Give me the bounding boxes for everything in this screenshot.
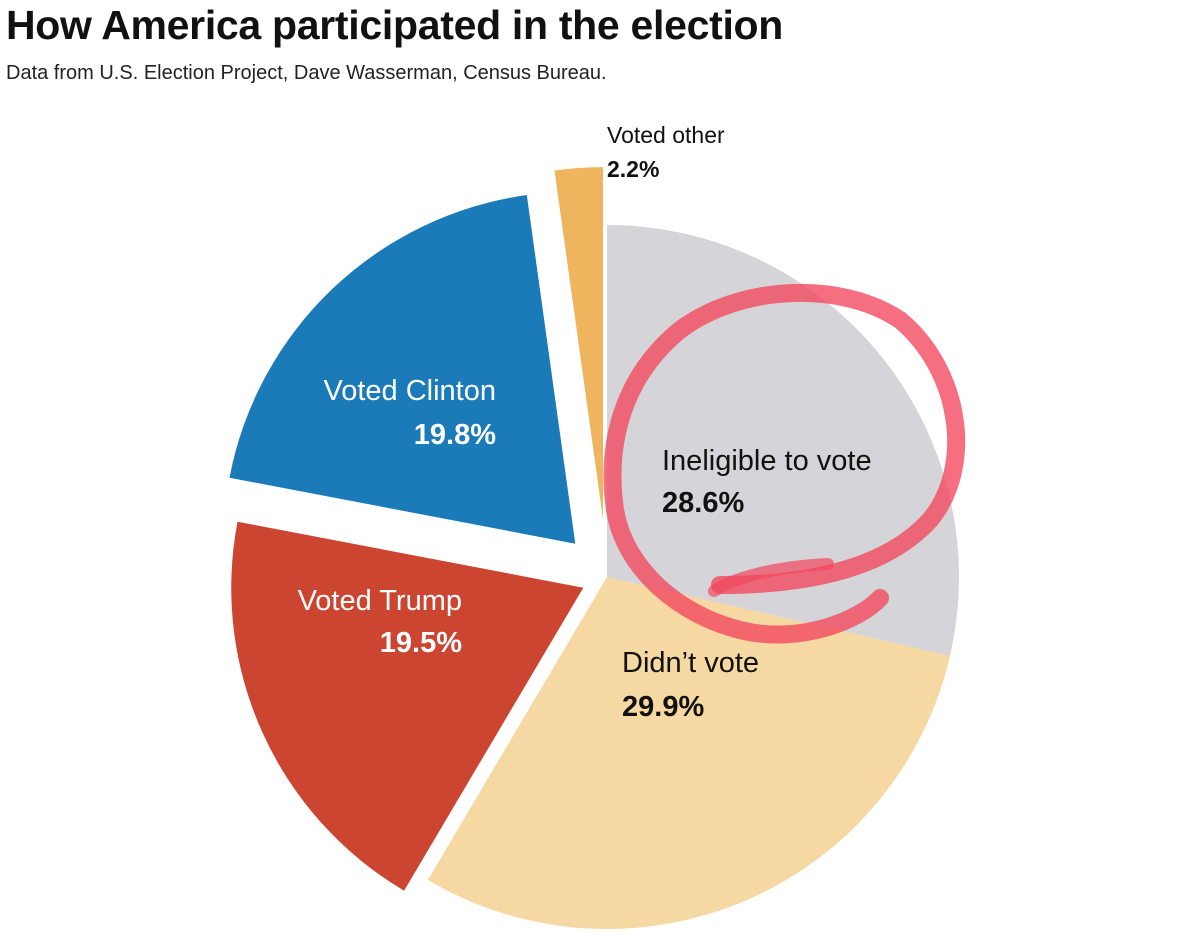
label-other-value: 2.2% (607, 156, 659, 182)
label-ineligible-value: 28.6% (662, 487, 744, 519)
pie-slice-clinton (229, 195, 576, 544)
pie-slices (229, 167, 959, 930)
hand-drawn-circle-annotation (603, 283, 966, 644)
chart-subtitle: Data from U.S. Election Project, Dave Wa… (6, 62, 607, 84)
label-other-name: Voted other (607, 122, 725, 148)
label-didnt-vote-name: Didn’t vote (622, 647, 759, 679)
label-trump-name: Voted Trump (298, 585, 462, 617)
label-clinton-name: Voted Clinton (323, 375, 496, 407)
pie-slice-ineligible (607, 225, 959, 656)
label-trump-value: 19.5% (380, 627, 462, 659)
label-ineligible-name: Ineligible to vote (662, 445, 872, 477)
pie-slice-other (554, 167, 603, 520)
chart-title: How America participated in the election (6, 2, 784, 48)
pie-slice-didnt (427, 577, 950, 930)
pie-labels: Ineligible to vote 28.6% Didn’t vote 29.… (298, 122, 872, 723)
label-clinton-value: 19.8% (414, 419, 496, 451)
pie-slice-trump (231, 521, 584, 891)
label-didnt-vote-value: 29.9% (622, 691, 704, 723)
